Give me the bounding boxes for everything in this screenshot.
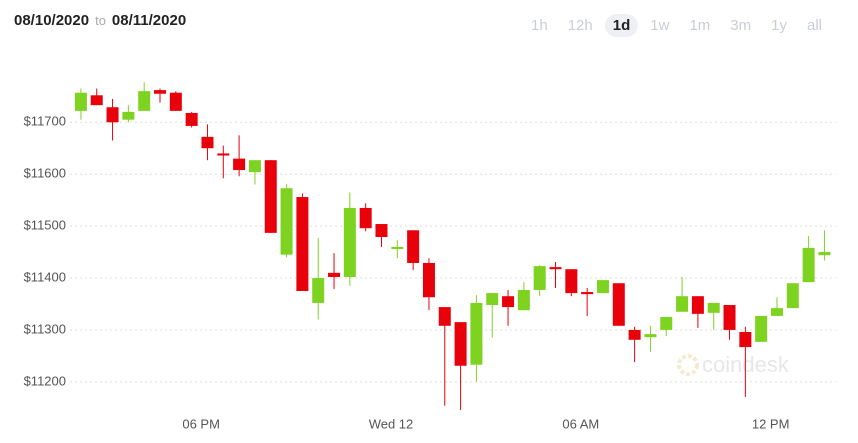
candle-body	[201, 136, 214, 149]
y-tick-label: $11700	[24, 114, 66, 129]
range-button[interactable]: 1m	[689, 17, 711, 34]
candle-body	[549, 267, 562, 270]
date-range: 08/10/2020 to 08/11/2020	[14, 12, 186, 29]
candle-body	[739, 332, 752, 348]
range-button[interactable]: all	[806, 17, 822, 34]
candle-body	[154, 90, 167, 94]
candle-body	[280, 188, 293, 255]
y-tick-label: $11400	[24, 269, 66, 284]
candle-body	[185, 112, 198, 126]
x-tick-label: 06 AM	[562, 416, 599, 431]
watermark-text: coindesk	[702, 352, 790, 377]
candle-body	[74, 92, 87, 111]
candle-body	[359, 207, 372, 229]
range-button[interactable]: 1h	[531, 17, 548, 34]
candle-body	[90, 95, 103, 106]
candle-body	[233, 158, 246, 171]
candle-body	[596, 280, 609, 294]
candle-body	[312, 278, 325, 303]
x-tick-label: Wed 12	[369, 416, 414, 431]
candle-body	[122, 111, 135, 120]
range-selector: 1h 12h 1d 1w 1m 3m 1y all	[523, 14, 830, 37]
range-button[interactable]: 12h	[567, 17, 593, 34]
candle-body	[628, 329, 641, 340]
end-date: 08/11/2020	[111, 12, 187, 29]
candle-body	[217, 153, 230, 156]
candle-body	[565, 269, 578, 294]
candle-body	[438, 307, 451, 326]
candle-body	[328, 272, 341, 277]
candle-body	[486, 293, 499, 306]
x-tick-label: 06 PM	[182, 416, 220, 431]
candle-body	[248, 160, 261, 173]
candle-body	[770, 308, 783, 316]
candle-body	[517, 289, 530, 311]
candle-body	[391, 246, 404, 249]
candle-body	[343, 207, 356, 277]
candle-body	[470, 302, 483, 365]
candle-body	[802, 247, 815, 283]
candle-body	[375, 224, 388, 238]
candle-body	[422, 262, 435, 298]
watermark-icon	[677, 354, 699, 376]
candle-body	[612, 283, 625, 326]
candle-body	[454, 322, 467, 366]
y-tick-label: $11200	[24, 373, 66, 388]
range-button[interactable]: 1w	[650, 17, 670, 34]
candle-body	[264, 160, 277, 233]
candle-body	[660, 316, 673, 330]
candle-body	[581, 292, 594, 295]
candle-body	[676, 296, 689, 312]
candle-body	[106, 107, 119, 123]
candle-body	[786, 283, 799, 309]
candle-body	[691, 296, 704, 314]
candle-body	[755, 315, 768, 342]
y-tick-label: $11500	[24, 218, 66, 233]
range-button[interactable]: 1d	[604, 14, 639, 37]
to-label: to	[95, 13, 106, 28]
range-button[interactable]: 3m	[730, 17, 752, 34]
candle-body	[644, 334, 657, 338]
candle-body	[533, 266, 546, 290]
x-tick-label: 12 PM	[752, 416, 790, 431]
range-button[interactable]: 1y	[771, 17, 787, 34]
y-tick-label: $11300	[24, 321, 66, 336]
candle-body	[502, 296, 515, 308]
candle-body	[138, 91, 151, 111]
candle-body	[723, 305, 736, 330]
candle-body	[818, 252, 831, 256]
y-tick-label: $11600	[24, 166, 66, 181]
candle-body	[296, 197, 309, 292]
candle-body	[707, 302, 720, 313]
start-date: 08/10/2020	[14, 12, 90, 29]
candle-body	[407, 230, 420, 263]
candle-body	[169, 92, 182, 111]
watermark: coindesk	[677, 352, 790, 377]
